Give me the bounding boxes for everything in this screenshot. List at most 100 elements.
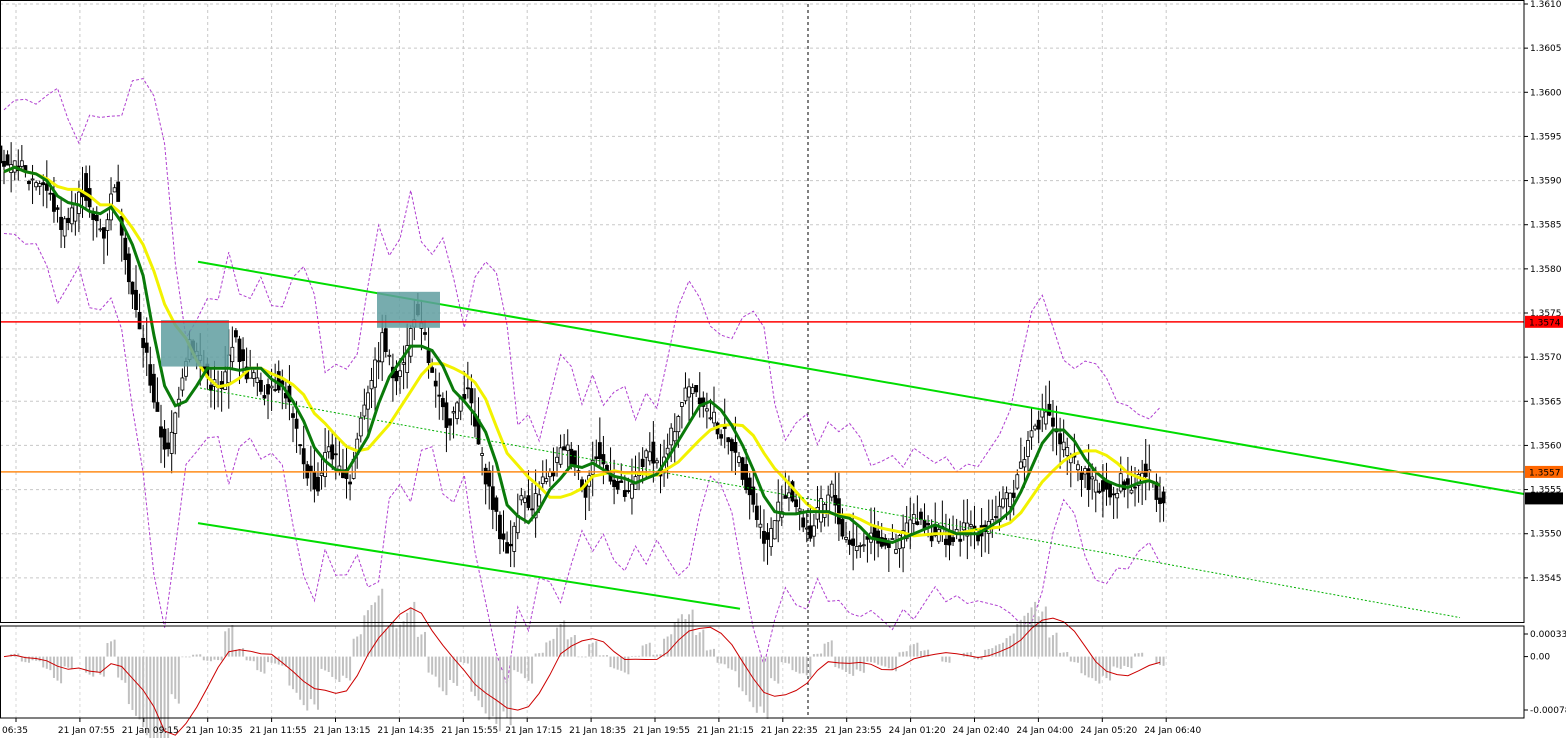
candle-body <box>308 465 313 473</box>
candle-body <box>687 386 691 398</box>
candle-body <box>465 387 470 390</box>
candle-body <box>1022 459 1027 468</box>
candle-body <box>1093 479 1098 493</box>
candle-body <box>448 418 452 426</box>
candle-body <box>594 456 599 460</box>
candle-body <box>676 416 681 433</box>
candle-body <box>680 402 684 407</box>
candle-body <box>490 486 495 510</box>
candle-body <box>387 354 392 357</box>
candle-body <box>134 289 138 310</box>
candle-body <box>430 367 435 373</box>
candle-body <box>690 387 695 395</box>
candle-body <box>130 281 135 295</box>
candle-body <box>815 507 820 520</box>
candle-body <box>362 404 367 417</box>
candle-body <box>27 180 31 185</box>
candle-body <box>890 538 895 540</box>
y-tick-label: 1.3585 <box>1530 221 1562 231</box>
candle-body <box>562 446 567 451</box>
candle-body <box>919 511 923 520</box>
candle-body <box>758 523 763 528</box>
candle-body <box>1058 433 1062 445</box>
candle-body <box>1004 492 1009 500</box>
x-tick-label: 24 Jan 01:20 <box>889 726 946 736</box>
candle-body <box>769 528 773 548</box>
candle-body <box>209 384 213 391</box>
candle-body <box>1033 425 1038 430</box>
y-tick-label: 1.3595 <box>1530 132 1562 142</box>
candle-body <box>62 218 67 237</box>
candle-body <box>929 535 934 542</box>
candle-body <box>155 402 160 412</box>
upper-band-line <box>3 78 1161 473</box>
candle-body <box>558 447 563 465</box>
candle-body <box>944 538 948 545</box>
candle-body <box>740 457 745 480</box>
candle-body <box>73 204 78 222</box>
candle-body <box>765 532 770 540</box>
x-tick-label: 21 Jan 09:15 <box>122 726 179 736</box>
candle-body <box>797 508 802 512</box>
candle-body <box>444 402 449 428</box>
lower-band-line <box>3 233 1161 685</box>
candle-body <box>733 441 738 453</box>
y-tick-label: 1.3555 <box>1530 486 1562 496</box>
candle-body <box>840 518 845 537</box>
candle-body <box>1097 490 1102 493</box>
macd-y-tick-label: 0.00 <box>1530 653 1550 663</box>
candle-body <box>1029 430 1034 438</box>
candle-body <box>965 522 970 537</box>
candle-body <box>915 521 920 525</box>
macd-signal-line <box>3 607 1161 736</box>
candle-body <box>526 495 531 508</box>
candle-body <box>326 446 331 453</box>
y-tick-label: 1.3580 <box>1530 265 1562 275</box>
candle-body <box>294 418 299 429</box>
candle-body <box>537 494 542 507</box>
y-tick-label: 1.3610 <box>1530 0 1562 10</box>
candle-body <box>469 388 474 404</box>
candle-body <box>1018 461 1023 469</box>
candle-body <box>751 486 756 505</box>
grid-lines <box>0 3 1524 718</box>
candle-body <box>826 494 831 514</box>
candle-body <box>1011 492 1016 498</box>
candle-body <box>951 537 955 542</box>
candle-body <box>151 373 156 403</box>
candle-body <box>230 346 235 363</box>
candle-body <box>936 529 941 542</box>
candle-body <box>958 538 963 542</box>
current-price-label: 1.3554 <box>1529 495 1561 505</box>
candle-body <box>494 497 499 512</box>
candle-body <box>30 178 35 181</box>
candle-body <box>480 453 484 456</box>
candle-body <box>876 530 881 544</box>
candle-body <box>622 490 627 497</box>
candle-body <box>126 253 131 283</box>
candle-body <box>523 497 527 503</box>
candle-body <box>708 417 713 420</box>
candle-body <box>540 476 545 484</box>
candle-body <box>829 483 834 498</box>
candle-body <box>1015 474 1020 489</box>
candle-body <box>644 450 649 458</box>
candle-body <box>697 397 702 405</box>
x-tick-label: 21 Jan 15:55 <box>441 726 498 736</box>
price-level-label: 1.3557 <box>1529 468 1561 478</box>
candle-body <box>373 359 377 388</box>
x-tick-label: 21 Jan 23:55 <box>825 726 882 736</box>
candle-body <box>926 522 930 526</box>
candle-body <box>276 371 281 391</box>
y-tick-label: 1.3560 <box>1530 441 1562 451</box>
candle-body <box>694 385 699 393</box>
candle-body <box>801 517 806 528</box>
candle-body <box>408 328 413 357</box>
candle-body <box>626 490 631 492</box>
candle-body <box>1001 498 1005 508</box>
candle-body <box>1026 440 1030 457</box>
candle-body <box>704 408 709 412</box>
y-tick-label: 1.3605 <box>1530 44 1562 54</box>
candle-body <box>844 536 848 540</box>
